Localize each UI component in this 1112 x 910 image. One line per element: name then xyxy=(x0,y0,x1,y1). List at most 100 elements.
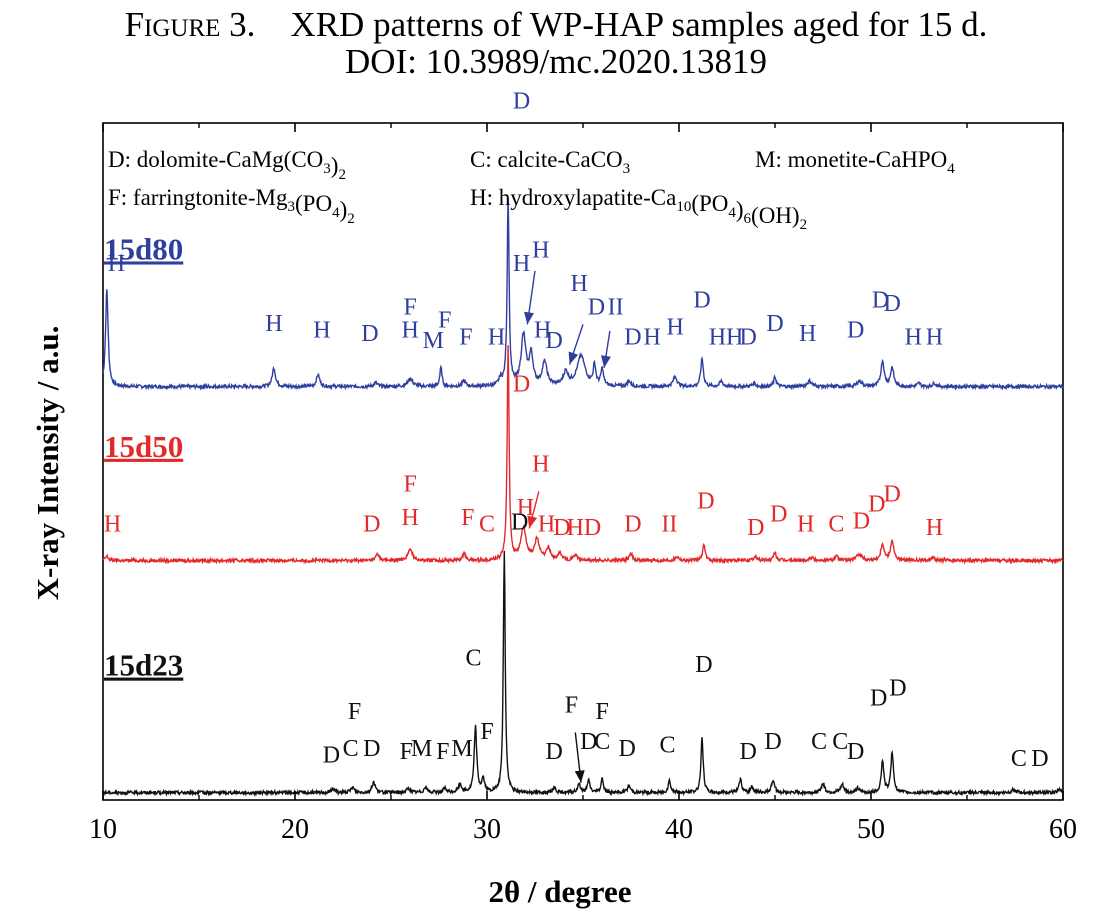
peak-label-15d23: C xyxy=(832,729,848,755)
peak-label-15d80: H xyxy=(313,318,330,344)
peak-label-15d80: D xyxy=(624,324,641,350)
peak-label-15d80: H xyxy=(799,321,816,347)
peak-label-15d80: H xyxy=(534,318,551,344)
legend-entry: D: dolomite-CaMg(CO3)2 xyxy=(108,147,346,183)
peak-label-15d23: D xyxy=(870,686,887,712)
peak-label-15d80: D xyxy=(588,294,605,320)
peak-label-15d80: F xyxy=(404,294,417,320)
peak-label-15d80: H xyxy=(488,324,505,350)
peak-label-15d50: H xyxy=(402,505,419,531)
peak-label-15d80: D xyxy=(872,288,889,314)
series-name-15d50: 15d50 xyxy=(104,429,183,464)
peak-label-15d50: C xyxy=(828,512,844,538)
peak-label-15d50: H xyxy=(104,512,121,538)
peak-label-15d23: D xyxy=(695,652,712,678)
x-tick-label: 40 xyxy=(665,814,693,845)
peak-label-15d23: D xyxy=(889,676,906,702)
x-tick-label: 50 xyxy=(857,814,885,845)
peak-label-15d23: F xyxy=(565,692,578,718)
peak-label-15d23: D xyxy=(739,739,756,765)
peak-label-15d50: H xyxy=(532,452,549,478)
peak-label-15d23: F xyxy=(400,739,413,765)
peak-label-15d50: H xyxy=(538,512,555,538)
peak-label-15d80: D xyxy=(766,311,783,337)
peak-label-15d80: D xyxy=(847,318,864,344)
series-line-15d23 xyxy=(102,550,1064,797)
peak-label-15d80: D xyxy=(739,324,756,350)
peak-label-15d23: C xyxy=(1011,746,1027,772)
caption-doi: DOI: 10.3989/mc.2020.13819 xyxy=(345,42,767,81)
peak-label-15d80: H xyxy=(532,237,549,263)
peak-label-15d80: H xyxy=(265,311,282,337)
peak-label-15d80: H xyxy=(643,324,660,350)
peak-arrow-head xyxy=(574,770,585,783)
peak-label-15d80: D xyxy=(361,321,378,347)
series-line-15d50 xyxy=(102,345,1064,565)
peak-label-15d23: C xyxy=(594,729,610,755)
peak-label-15d23: F xyxy=(480,719,493,745)
peak-label-15d80: H xyxy=(108,251,125,277)
peak-label-15d50: C xyxy=(479,512,495,538)
peak-label-15d23: D xyxy=(363,736,380,762)
peak-label-15d80: D xyxy=(546,328,563,354)
legend-entry: H: hydroxylapatite-Ca10(PO4)6(OH)2 xyxy=(470,185,807,233)
peak-label-15d23: D xyxy=(580,729,597,755)
peak-label-15d80: F xyxy=(459,324,472,350)
peak-label-15d23: C xyxy=(659,733,675,759)
figure-caption: Figure 3. XRD patterns of WP-HAP samples… xyxy=(0,6,1112,80)
peak-label-15d50: H xyxy=(797,512,814,538)
peak-label-15d80: D xyxy=(513,88,530,114)
series-name-15d80: 15d80 xyxy=(104,231,183,266)
x-tick-label: 20 xyxy=(281,814,309,845)
peak-label-15d23: D xyxy=(847,739,864,765)
peak-label-15d23: D xyxy=(546,739,563,765)
peak-label-15d50: D xyxy=(624,512,641,538)
peak-label-15d50: H xyxy=(517,495,534,521)
peak-label-15d23: D xyxy=(1031,746,1048,772)
peak-label-15d50: D xyxy=(747,515,764,541)
x-tick-label: 30 xyxy=(473,814,501,845)
x-axis-label: 2θ / degree xyxy=(488,874,631,909)
x-tick-label: 60 xyxy=(1049,814,1077,845)
legend-entry: F: farringtonite-Mg3(PO4)2 xyxy=(108,185,355,227)
peak-label-15d50: D xyxy=(363,512,380,538)
peak-label-15d50: D xyxy=(553,515,570,541)
peak-label-15d50: D xyxy=(513,371,530,397)
peak-label-15d23: F xyxy=(596,699,609,725)
peak-arrow-head xyxy=(527,515,538,529)
peak-label-15d80: II xyxy=(608,294,624,320)
peak-label-15d23: F xyxy=(348,699,361,725)
peak-arrow-head xyxy=(601,355,611,368)
peak-label-15d50: D xyxy=(697,488,714,514)
x-tick-label: 10 xyxy=(89,814,117,845)
plot-frame xyxy=(102,122,1064,801)
caption-title-line: Figure 3. XRD patterns of WP-HAP samples… xyxy=(0,6,1112,43)
peak-label-15d50: D xyxy=(883,482,900,508)
peak-label-15d80: H xyxy=(905,324,922,350)
peak-label-15d23: D xyxy=(618,736,635,762)
peak-label-15d23: F xyxy=(436,739,449,765)
series-layer: 15d80 15d50 15d23 xyxy=(102,198,1064,797)
series-line-15d80 xyxy=(102,198,1064,391)
peak-label-15d80: H xyxy=(709,324,726,350)
peak-label-15d80: F xyxy=(438,308,451,334)
peak-label-15d80: M xyxy=(423,328,444,354)
legend-entry: M: monetite-CaHPO4 xyxy=(755,147,955,177)
peak-label-15d80: D xyxy=(883,291,900,317)
peak-label-15d50: D xyxy=(853,508,870,534)
caption-title: XRD patterns of WP-HAP samples aged for … xyxy=(290,5,988,44)
peak-label-15d80: H xyxy=(726,324,743,350)
peak-label-15d23: M xyxy=(451,736,472,762)
phase-legend: D: dolomite-CaMg(CO3)2 C: calcite-CaCO3 M:… xyxy=(108,147,955,233)
x-axis: 10 20 30 40 50 60 xyxy=(89,123,1077,845)
peak-label-15d80: H xyxy=(570,271,587,297)
peak-label-15d23: D xyxy=(511,510,528,536)
peak-label-15d23: D xyxy=(323,743,340,769)
peak-label-15d23: C xyxy=(811,729,827,755)
y-axis-label: X-ray Intensity / a.u. xyxy=(30,326,65,601)
peak-label-15d50: D xyxy=(868,492,885,518)
peak-label-15d23: D xyxy=(764,729,781,755)
peak-label-15d80: H xyxy=(926,324,943,350)
